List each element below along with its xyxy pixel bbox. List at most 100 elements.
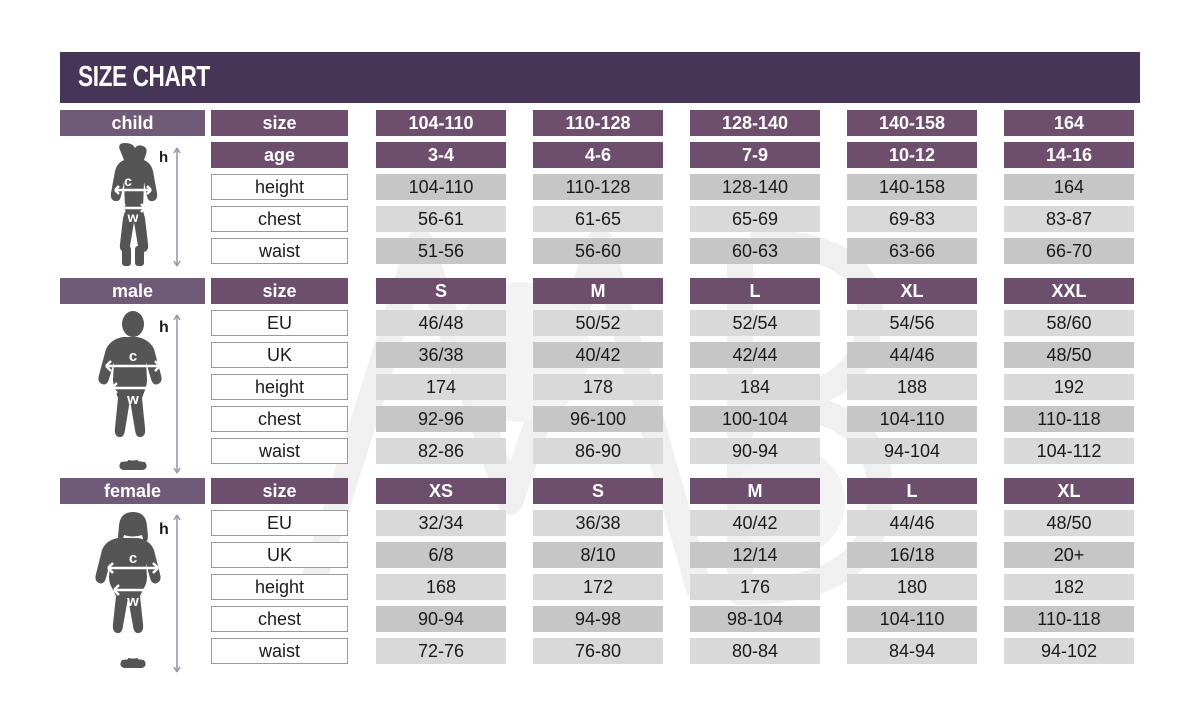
cell-male-EU-2: 52/54 <box>690 310 820 336</box>
cell-child-chest-1: 61-65 <box>533 206 663 232</box>
cell-child-age-2: 7-9 <box>690 142 820 168</box>
svg-text:h: h <box>159 149 168 166</box>
cell-child-size-1: 110-128 <box>533 110 663 136</box>
cell-male-chest-2: 100-104 <box>690 406 820 432</box>
table-row: waist 51-56 56-60 60-63 63-66 66-70 <box>60 238 1140 264</box>
table-row: height 174 178 184 188 192 <box>60 374 1140 400</box>
table-row: waist 72-76 76-80 80-84 84-94 94-102 <box>60 638 1140 664</box>
row-label-child-size: size <box>211 110 348 136</box>
svg-text:w: w <box>126 391 139 408</box>
cell-female-chest-2: 98-104 <box>690 606 820 632</box>
table-row: waist 82-86 86-90 90-94 94-104 104-112 <box>60 438 1140 464</box>
svg-text:c: c <box>128 550 136 567</box>
cell-child-age-0: 3-4 <box>376 142 506 168</box>
child-silhouette: h c w <box>60 142 205 270</box>
row-label-child-chest: chest <box>211 206 348 232</box>
cell-child-waist-0: 51-56 <box>376 238 506 264</box>
table-row: age 3-4 4-6 7-9 10-12 14-16 <box>60 142 1140 168</box>
cell-female-UK-0: 6/8 <box>376 542 506 568</box>
row-label-male-EU: EU <box>211 310 348 336</box>
cell-male-UK-2: 42/44 <box>690 342 820 368</box>
cell-female-UK-3: 16/18 <box>847 542 977 568</box>
svg-text:h: h <box>159 521 169 538</box>
cell-female-chest-1: 94-98 <box>533 606 663 632</box>
cell-male-waist-1: 86-90 <box>533 438 663 464</box>
row-label-female-size: size <box>211 478 348 504</box>
cell-female-waist-0: 72-76 <box>376 638 506 664</box>
svg-text:w: w <box>126 209 138 225</box>
cell-male-EU-4: 58/60 <box>1004 310 1134 336</box>
section-female: female size XS S M L XL EU 32/34 36/38 40/42 44/46 4… <box>60 478 1140 673</box>
cell-male-EU-3: 54/56 <box>847 310 977 336</box>
section-male: male size S M L XL XXL EU 46/48 50/52 52/54 54/56 58… <box>60 278 1140 474</box>
cell-male-UK-3: 44/46 <box>847 342 977 368</box>
table-row: height 168 172 176 180 182 <box>60 574 1140 600</box>
size-chart: SIZE CHART child size 104-110 110-128 128-14… <box>60 52 1140 673</box>
cell-female-chest-0: 90-94 <box>376 606 506 632</box>
cell-male-waist-4: 104-112 <box>1004 438 1134 464</box>
cell-male-chest-0: 92-96 <box>376 406 506 432</box>
cell-male-size-4: XXL <box>1004 278 1134 304</box>
cell-male-size-0: S <box>376 278 506 304</box>
row-label-female-waist: waist <box>211 638 348 664</box>
table-row: EU 46/48 50/52 52/54 54/56 58/60 <box>60 310 1140 336</box>
section-child: child size 104-110 110-128 128-140 140-158 164… <box>60 110 1140 267</box>
section-label-female: female <box>60 478 205 504</box>
table-row: UK 6/8 8/10 12/14 16/18 20+ <box>60 542 1140 568</box>
cell-child-age-3: 10-12 <box>847 142 977 168</box>
cell-female-height-3: 180 <box>847 574 977 600</box>
row-label-male-chest: chest <box>211 406 348 432</box>
cell-male-height-0: 174 <box>376 374 506 400</box>
row-label-female-chest: chest <box>211 606 348 632</box>
cell-female-size-0: XS <box>376 478 506 504</box>
cell-female-EU-4: 48/50 <box>1004 510 1134 536</box>
section-label-child: child <box>60 110 205 136</box>
cell-child-size-0: 104-110 <box>376 110 506 136</box>
cell-male-height-1: 178 <box>533 374 663 400</box>
cell-child-chest-2: 65-69 <box>690 206 820 232</box>
table-row: height 104-110 110-128 128-140 140-158 164 <box>60 174 1140 200</box>
table-row: male size S M L XL XXL <box>60 278 1140 304</box>
cell-female-size-1: S <box>533 478 663 504</box>
cell-female-size-2: M <box>690 478 820 504</box>
cell-male-height-2: 184 <box>690 374 820 400</box>
cell-male-chest-3: 104-110 <box>847 406 977 432</box>
cell-female-waist-3: 84-94 <box>847 638 977 664</box>
cell-child-size-2: 128-140 <box>690 110 820 136</box>
cell-child-waist-3: 63-66 <box>847 238 977 264</box>
cell-female-height-4: 182 <box>1004 574 1134 600</box>
cell-female-waist-2: 80-84 <box>690 638 820 664</box>
cell-female-size-3: L <box>847 478 977 504</box>
row-label-female-height: height <box>211 574 348 600</box>
cell-female-height-0: 168 <box>376 574 506 600</box>
section-spacer <box>60 470 1140 478</box>
cell-male-size-2: L <box>690 278 820 304</box>
cell-male-height-4: 192 <box>1004 374 1134 400</box>
cell-female-EU-2: 40/42 <box>690 510 820 536</box>
cell-child-size-3: 140-158 <box>847 110 977 136</box>
svg-text:c: c <box>124 173 132 189</box>
cell-child-chest-4: 83-87 <box>1004 206 1134 232</box>
row-label-male-waist: waist <box>211 438 348 464</box>
cell-child-chest-0: 56-61 <box>376 206 506 232</box>
row-label-female-EU: EU <box>211 510 348 536</box>
cell-child-age-1: 4-6 <box>533 142 663 168</box>
cell-child-waist-1: 56-60 <box>533 238 663 264</box>
row-label-male-size: size <box>211 278 348 304</box>
section-spacer <box>60 270 1140 278</box>
cell-female-UK-4: 20+ <box>1004 542 1134 568</box>
cell-male-chest-4: 110-118 <box>1004 406 1134 432</box>
cell-male-EU-0: 46/48 <box>376 310 506 336</box>
svg-text:w: w <box>126 593 139 610</box>
cell-female-UK-1: 8/10 <box>533 542 663 568</box>
cell-male-EU-1: 50/52 <box>533 310 663 336</box>
cell-male-UK-4: 48/50 <box>1004 342 1134 368</box>
cell-child-waist-4: 66-70 <box>1004 238 1134 264</box>
cell-female-chest-3: 104-110 <box>847 606 977 632</box>
cell-child-waist-2: 60-63 <box>690 238 820 264</box>
page-title: SIZE CHART <box>78 61 210 93</box>
cell-child-height-0: 104-110 <box>376 174 506 200</box>
cell-female-EU-0: 32/34 <box>376 510 506 536</box>
cell-male-waist-3: 94-104 <box>847 438 977 464</box>
table-row: EU 32/34 36/38 40/42 44/46 48/50 <box>60 510 1140 536</box>
